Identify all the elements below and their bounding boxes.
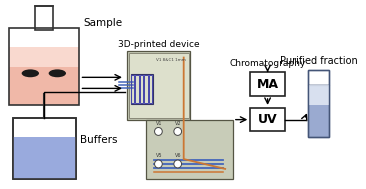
Text: 3D-printed device: 3D-printed device — [118, 40, 199, 49]
Bar — [308, 85, 329, 105]
Bar — [250, 72, 285, 96]
Bar — [9, 28, 79, 47]
Bar — [13, 118, 76, 179]
Text: MA: MA — [257, 78, 279, 91]
Text: V6: V6 — [175, 153, 181, 158]
Bar — [127, 51, 190, 120]
Bar — [131, 74, 153, 104]
Text: V1: V1 — [156, 121, 162, 125]
Bar — [131, 75, 134, 103]
Text: Buffers: Buffers — [81, 135, 118, 145]
Text: V1 8&C1 1mm: V1 8&C1 1mm — [156, 57, 186, 61]
Circle shape — [154, 160, 162, 168]
Circle shape — [174, 160, 182, 168]
Bar — [9, 47, 79, 105]
Circle shape — [174, 128, 182, 135]
Text: Chromatography: Chromatography — [229, 59, 306, 68]
Text: UV: UV — [258, 113, 277, 126]
Bar — [9, 47, 79, 67]
Bar — [146, 120, 233, 179]
Bar — [135, 75, 139, 103]
Bar — [13, 118, 76, 179]
Ellipse shape — [22, 69, 39, 77]
Bar — [308, 85, 329, 137]
Bar — [144, 75, 148, 103]
Ellipse shape — [49, 69, 66, 77]
Text: V2: V2 — [175, 121, 181, 125]
Text: V5: V5 — [156, 153, 162, 158]
Text: Purified fraction: Purified fraction — [280, 57, 358, 66]
Bar — [35, 6, 52, 30]
Bar — [308, 70, 329, 85]
Bar — [140, 75, 143, 103]
Bar — [129, 53, 188, 118]
Bar — [13, 137, 76, 179]
Bar — [9, 28, 79, 105]
Circle shape — [154, 128, 162, 135]
Bar — [149, 75, 152, 103]
Bar — [308, 70, 329, 137]
Bar — [250, 108, 285, 131]
Text: Sample: Sample — [83, 18, 123, 28]
